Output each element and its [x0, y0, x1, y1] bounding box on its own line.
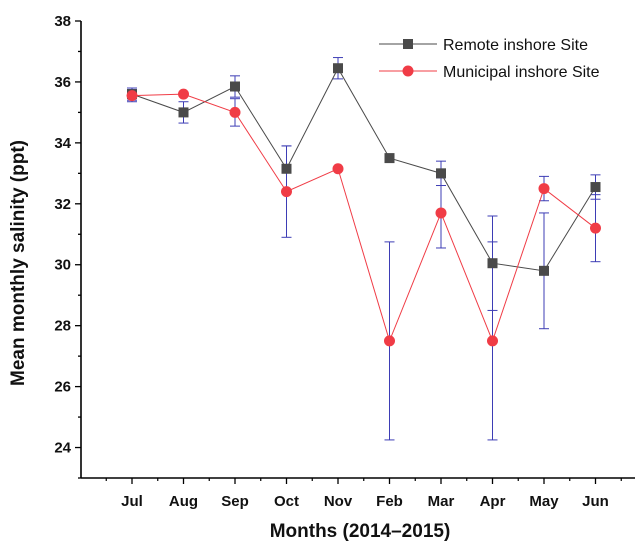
y-tick-label: 34	[54, 135, 71, 152]
legend-label: Municipal inshore Site	[443, 64, 600, 81]
municipal-data-point	[281, 186, 292, 198]
municipal-data-point	[538, 183, 550, 195]
x-tick-label: Aug	[169, 493, 198, 510]
municipal-data-point	[126, 90, 138, 102]
error-bars	[127, 57, 601, 441]
x-tick-label: Jul	[121, 493, 143, 510]
municipal-series-line	[131, 93, 596, 343]
y-axis-title: Mean monthly salinity (ppt)	[8, 140, 29, 386]
municipal-data-point	[229, 106, 241, 118]
axes: 24 26 28 30 32 34 36 38 Jul Aug Sep Oct Nov Feb Mar Apr…	[54, 13, 635, 510]
legend-label: Remote inshore Site	[443, 37, 588, 54]
y-tick-label: 26	[54, 379, 71, 396]
remote-data-point	[539, 265, 549, 276]
x-tick-label: Nov	[324, 493, 353, 510]
remote-data-point	[590, 182, 601, 193]
remote-data-point	[281, 163, 292, 174]
y-tick-label: 28	[54, 318, 71, 335]
series-markers	[126, 63, 601, 347]
y-tick-label: 30	[54, 257, 71, 274]
x-tick-label: Apr	[480, 493, 506, 510]
municipal-data-point	[590, 222, 601, 234]
remote-data-point	[178, 107, 189, 118]
x-tick-label: May	[529, 493, 559, 510]
remote-data-point	[487, 258, 498, 269]
x-axis-title: Months (2014–2015)	[270, 521, 451, 542]
y-tick-label: 38	[54, 13, 71, 30]
y-tick-label: 32	[54, 196, 71, 213]
remote-data-point	[384, 153, 395, 164]
x-tick-label: Oct	[274, 493, 299, 510]
remote-data-point	[230, 81, 240, 92]
municipal-data-point	[178, 88, 189, 100]
y-tick-label: 24	[54, 440, 71, 457]
legend-marker-circle	[402, 65, 414, 77]
x-tick-label: Jun	[582, 493, 609, 510]
municipal-data-point	[487, 335, 498, 347]
legend-marker-square	[403, 39, 413, 49]
remote-data-point	[436, 168, 446, 179]
x-tick-label: Mar	[428, 493, 455, 510]
remote-data-point	[333, 63, 343, 74]
x-tick-label: Sep	[221, 493, 249, 510]
legend: Remote inshore Site Municipal inshore Sit…	[379, 37, 600, 81]
municipal-data-point	[435, 207, 447, 219]
x-tick-label: Feb	[376, 493, 403, 510]
remote-series-line	[131, 67, 596, 272]
municipal-data-point	[332, 163, 344, 175]
municipal-data-point	[384, 335, 395, 347]
series-lines	[131, 67, 596, 343]
y-tick-label: 36	[54, 74, 71, 91]
